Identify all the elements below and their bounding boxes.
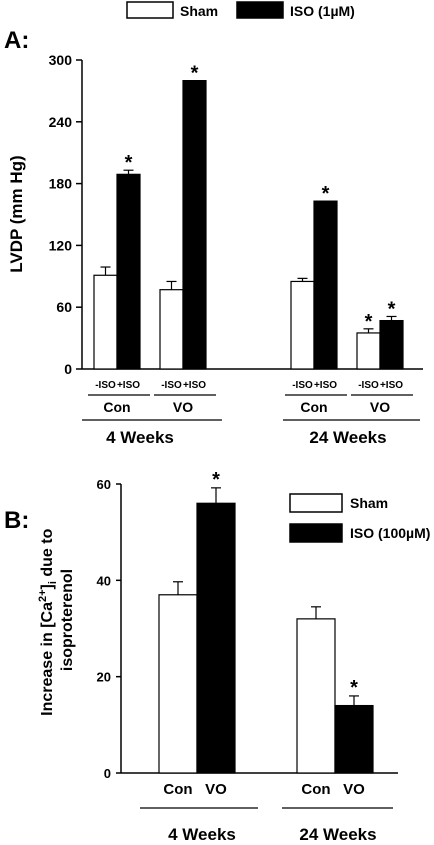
legend-a-iso-swatch: [236, 1, 284, 19]
panel-a-period-label: 24 Weeks: [309, 428, 386, 447]
panel-a-bar-label: +ISO: [117, 380, 140, 391]
panel-a-bar-label: -ISO: [95, 380, 116, 391]
legend-a-iso-label: ISO (1µM): [290, 3, 355, 19]
panel-a-bar: [290, 280, 315, 370]
panel-b-category-label: VO: [343, 781, 365, 798]
legend-a-sham-swatch: [126, 1, 174, 19]
panel-b-category-label: Con: [163, 781, 192, 798]
panel-b-y-tick-label: 0: [104, 766, 111, 781]
panel-a-bar: [379, 319, 404, 370]
panel-a-significance-star: *: [191, 63, 199, 85]
panel-a-bar: [313, 200, 338, 370]
panel-a-y-tick-label: 60: [56, 299, 72, 315]
panel-a-group-label: Con: [103, 399, 130, 415]
panel-a-bar: [116, 173, 141, 370]
panel-b-y-tick-label: 40: [97, 573, 111, 588]
panel-b-category-label: Con: [301, 781, 330, 798]
legend-b-iso-swatch: [289, 523, 343, 543]
panel-b-y-tick-label: 60: [97, 477, 111, 492]
panel-a-y-axis-label: LVDP (mm Hg): [7, 155, 26, 272]
panel-a-bar-label: -ISO: [358, 380, 379, 391]
panel-a-period-label: 4 Weeks: [106, 428, 174, 447]
legend-b-sham-swatch: [289, 493, 343, 513]
panel-a: A: LVDP (mm Hg) 0 60 120 180 240 300 * * * * * -I…: [4, 27, 423, 447]
panel-b-significance-star: *: [350, 677, 358, 699]
panel-b-period-label: 4 Weeks: [168, 825, 236, 844]
legend-b: Sham ISO (100µM): [289, 493, 430, 543]
legend-a: Sham ISO (1µM): [126, 1, 355, 19]
panel-b-significance-star: *: [212, 469, 220, 491]
panel-a-bar-label: +ISO: [314, 380, 337, 391]
panel-a-bar: [93, 274, 118, 370]
panel-a-significance-star: *: [388, 298, 396, 320]
panel-b-bars: **: [158, 469, 374, 774]
panel-a-group-label: VO: [173, 399, 193, 415]
legend-b-sham-label: Sham: [350, 495, 388, 511]
panel-b-x-labels: Con VO Con VO 4 Weeks 24 Weeks: [140, 781, 393, 844]
panel-a-bar-label: +ISO: [380, 380, 403, 391]
panel-a-y-tick-label: 240: [49, 114, 73, 130]
panel-a-y-tick-label: 0: [64, 361, 72, 377]
panel-a-group-label: VO: [370, 399, 390, 415]
panel-b: B: Increase in [Ca2+]i due to isoprotere…: [4, 469, 430, 844]
panel-b-y-axis-label: Increase in [Ca2+]i due to isoproterenol: [37, 524, 76, 716]
panel-a-bars: * * * * *: [93, 63, 404, 370]
legend-b-iso-label: ISO (100µM): [350, 525, 430, 541]
panel-b-bar: [296, 618, 336, 774]
panel-a-group-label: Con: [300, 399, 327, 415]
panel-a-significance-star: *: [322, 183, 330, 205]
legend-a-sham-label: Sham: [180, 3, 218, 19]
panel-a-bar: [182, 79, 207, 370]
panel-a-y-tick-label: 120: [49, 237, 73, 253]
panel-a-bar: [159, 289, 184, 370]
panel-b-period-label: 24 Weeks: [299, 825, 376, 844]
panel-a-bar-label: +ISO: [183, 380, 206, 391]
panel-a-bar-label: -ISO: [161, 380, 182, 391]
panel-a-significance-star: *: [125, 152, 133, 174]
panel-a-significance-star: *: [365, 311, 373, 333]
panel-b-y-tick-label: 20: [97, 670, 111, 685]
panel-b-label: B:: [4, 507, 29, 534]
panel-a-bar: [356, 332, 381, 370]
panel-b-bar: [196, 502, 236, 774]
panel-b-bar: [158, 594, 198, 774]
panel-b-bar: [334, 704, 374, 774]
panel-a-y-tick-label: 180: [49, 176, 73, 192]
panel-a-y-tick-label: 300: [49, 52, 73, 68]
panel-a-label: A:: [4, 27, 29, 54]
panel-a-bar-label: -ISO: [292, 380, 313, 391]
panel-b-category-label: VO: [205, 781, 227, 798]
